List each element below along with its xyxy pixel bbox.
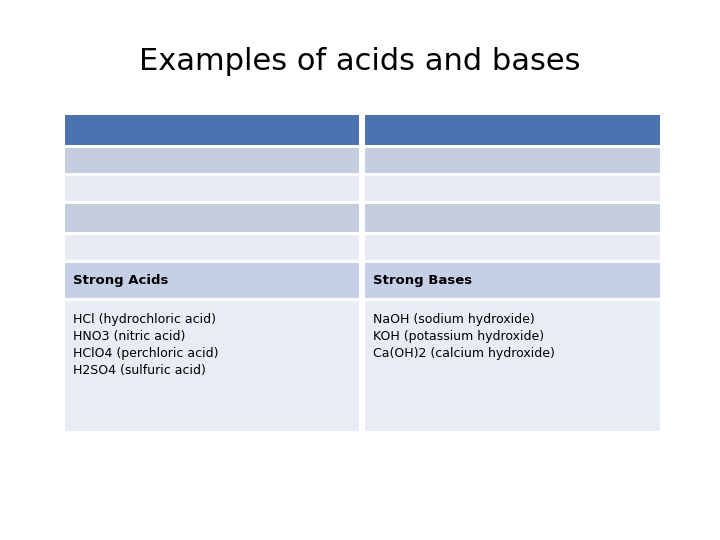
Bar (365, 176, 660, 201)
Text: Ca(OH)2 (calcium hydroxide): Ca(OH)2 (calcium hydroxide) (373, 347, 555, 360)
Text: KOH (potassium hydroxide): KOH (potassium hydroxide) (373, 330, 544, 343)
Bar (65, 176, 359, 201)
Text: NaOH (sodium hydroxide): NaOH (sodium hydroxide) (373, 313, 535, 326)
Bar (365, 235, 660, 260)
Bar (365, 301, 660, 431)
Bar (65, 301, 359, 431)
Text: Examples of acids and bases: Examples of acids and bases (139, 48, 581, 77)
Bar (65, 115, 359, 145)
Text: Strong Acids: Strong Acids (73, 274, 168, 287)
Bar (365, 148, 660, 173)
Bar (65, 204, 359, 232)
Text: Strong Bases: Strong Bases (373, 274, 472, 287)
Text: HNO3 (nitric acid): HNO3 (nitric acid) (73, 330, 185, 343)
Bar (365, 115, 660, 145)
Bar (65, 148, 359, 173)
Bar (365, 263, 660, 298)
Text: H2SO4 (sulfuric acid): H2SO4 (sulfuric acid) (73, 364, 206, 377)
Text: HClO4 (perchloric acid): HClO4 (perchloric acid) (73, 347, 218, 360)
Text: HCl (hydrochloric acid): HCl (hydrochloric acid) (73, 313, 216, 326)
Bar (65, 263, 359, 298)
Bar (65, 235, 359, 260)
Bar (365, 204, 660, 232)
